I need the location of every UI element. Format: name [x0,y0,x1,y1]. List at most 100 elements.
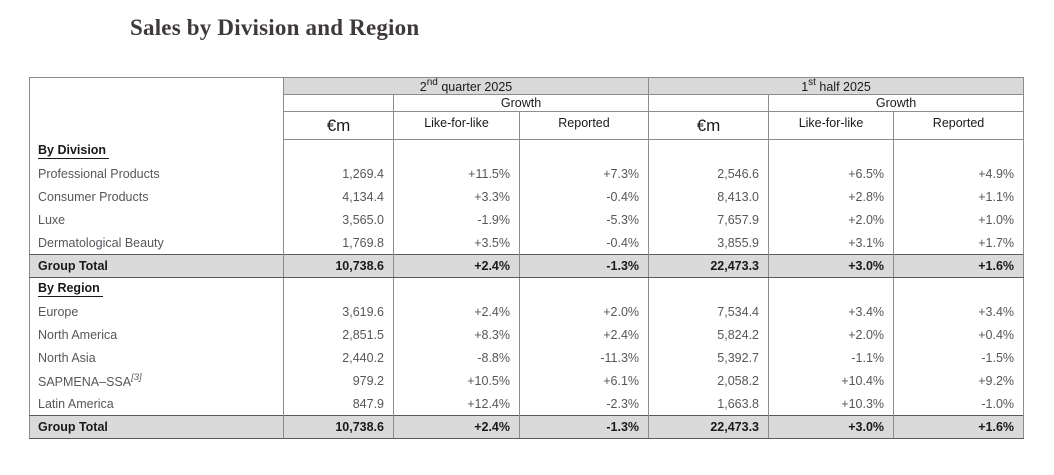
table-row: SAPMENA–SSA[3] 979.2 +10.5% +6.1% 2,058.2 +10… [29,369,1025,393]
empty-cell [393,139,520,163]
period-h1-number: 1 [801,80,809,95]
period-h1-ordinal: st [808,77,816,88]
total-value-cell: 10,738.6 [283,254,394,279]
label-column-header [29,76,284,140]
growth-header-q2: Growth [393,94,650,113]
empty-cell [648,139,770,163]
value-cell: +6.5% [768,162,895,186]
value-cell: 8,413.0 [648,185,770,209]
value-cell: +3.3% [393,185,520,209]
value-cell: +3.1% [768,231,895,255]
value-cell: +0.4% [893,323,1025,347]
total-value-cell: +1.6% [893,254,1025,279]
value-cell: -1.0% [893,392,1025,416]
table-row: Consumer Products 4,134.4 +3.3% -0.4% 8,413.… [29,185,1025,209]
value-cell: +2.0% [768,323,895,347]
value-cell: 847.9 [283,392,394,416]
empty-cell [519,277,650,301]
total-value-cell: +2.4% [393,415,520,440]
value-cell: 2,440.2 [283,346,394,370]
value-cell: 2,546.6 [648,162,770,186]
like-for-like-header-h1: Like-for-like [768,111,895,141]
value-cell: +9.2% [893,369,1025,393]
total-value-cell: +2.4% [393,254,520,279]
value-cell: -1.5% [893,346,1025,370]
row-label: Luxe [29,208,284,232]
period-q2-ordinal: nd [426,77,438,88]
value-cell: 3,855.9 [648,231,770,255]
total-value-cell: 22,473.3 [648,254,770,279]
value-cell: +3.4% [768,300,895,324]
period-h1-text: half 2025 [815,80,871,95]
value-cell: +10.3% [768,392,895,416]
value-cell: +1.7% [893,231,1025,255]
value-cell: -2.3% [519,392,650,416]
value-cell: 1,663.8 [648,392,770,416]
value-cell: -1.9% [393,208,520,232]
value-cell: -8.8% [393,346,520,370]
value-cell: +10.5% [393,369,520,393]
row-label: North America [29,323,284,347]
value-cell: +6.1% [519,369,650,393]
value-cell: +8.3% [393,323,520,347]
value-cell: 4,134.4 [283,185,394,209]
table-row: Europe 3,619.6 +2.4% +2.0% 7,534.4 +3.4% +3.4% [29,300,1025,324]
table-row: Latin America 847.9 +12.4% -2.3% 1,663.8 +10.… [29,392,1025,416]
row-label: North Asia [29,346,284,370]
table-body: By Division Professional Products 1,269.4 +… [29,139,1025,440]
table-row: Professional Products 1,269.4 +11.5% +7.3% 2… [29,162,1025,186]
empty-cell [768,139,895,163]
period-q2-number: 2 [419,80,427,95]
value-cell: +12.4% [393,392,520,416]
page-title: Sales by Division and Region [130,15,420,40]
total-label: Group Total [29,254,284,279]
value-cell: 7,534.4 [648,300,770,324]
row-label: SAPMENA–SSA[3] [29,369,284,393]
value-cell: -0.4% [519,231,650,255]
empty-cell [519,139,650,163]
empty-cell [648,277,770,301]
total-value-cell: -1.3% [519,254,650,279]
total-value-cell: -1.3% [519,415,650,440]
value-cell: +11.5% [393,162,520,186]
total-value-cell: +3.0% [768,254,895,279]
value-cell: +2.0% [519,300,650,324]
period-h1-header: 1st half 2025 [648,76,1025,96]
section-title-cell: By Division [29,139,284,163]
section-title: By Region [38,281,103,298]
section-title: By Division [38,143,110,160]
row-label: Latin America [29,392,284,416]
value-cell: -1.1% [768,346,895,370]
total-value-cell: +1.6% [893,415,1025,440]
empty-cell [648,94,770,113]
row-label: Europe [29,300,284,324]
value-cell: +2.0% [768,208,895,232]
value-cell: -5.3% [519,208,650,232]
footnote-marker: [3] [131,372,142,384]
table-row: Luxe 3,565.0 -1.9% -5.3% 7,657.9 +2.0% +1.0% [29,208,1025,232]
empty-cell [283,277,394,301]
period-q2-header: 2nd quarter 2025 [283,76,650,96]
value-cell: +2.4% [519,323,650,347]
value-cell: +4.9% [893,162,1025,186]
total-value-cell: 10,738.6 [283,415,394,440]
value-cell: +3.5% [393,231,520,255]
reported-header-h1: Reported [893,111,1025,141]
row-label: Consumer Products [29,185,284,209]
value-cell: +7.3% [519,162,650,186]
empty-cell [893,277,1025,301]
value-cell: 979.2 [283,369,394,393]
column-header-row: €m Like-for-like Reported €m Like-for-li… [30,111,1025,141]
total-value-cell: +3.0% [768,415,895,440]
group-total-row: Group Total 10,738.6 +2.4% -1.3% 22,473.3 +3.… [29,254,1025,279]
value-cell: 1,269.4 [283,162,394,186]
value-cell: 1,769.8 [283,231,394,255]
table-row: North Asia 2,440.2 -8.8% -11.3% 5,392.7 -1.1%… [29,346,1025,370]
growth-header-h1: Growth [768,94,1025,113]
section-header-row: By Region [29,277,1025,301]
empty-cell [893,139,1025,163]
value-cell: +3.4% [893,300,1025,324]
period-q2-text: quarter 2025 [437,80,513,95]
value-cell: +1.0% [893,208,1025,232]
group-total-row: Group Total 10,738.6 +2.4% -1.3% 22,473.3 +3.… [29,415,1025,440]
